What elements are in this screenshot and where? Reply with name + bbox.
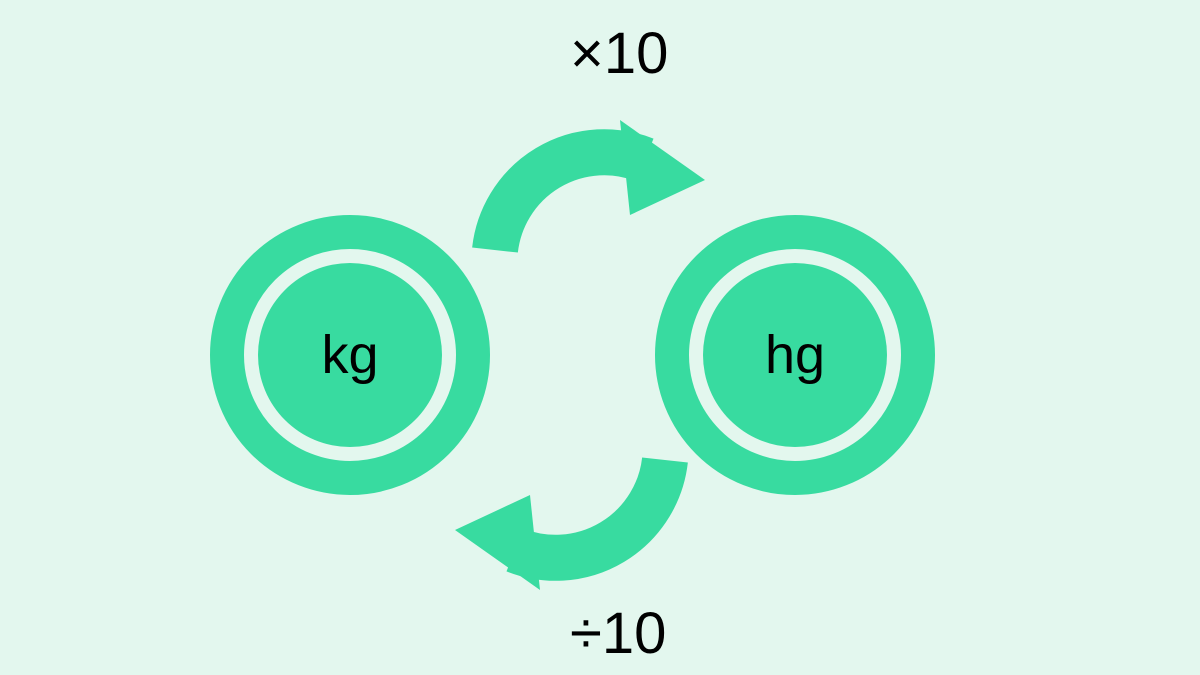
bottom-operation-label: ÷10 — [570, 600, 666, 667]
top-operation-label: ×10 — [570, 20, 668, 87]
bottom-arrow-wrap — [455, 445, 705, 595]
top-arrow-wrap — [455, 115, 705, 265]
right-node-inner-circle: hg — [703, 263, 887, 447]
arrow-right-icon — [455, 115, 705, 265]
diagram-stage: kg hg ×10 ÷10 — [0, 0, 1200, 675]
right-node-label: hg — [765, 328, 825, 382]
arrow-left-icon — [455, 445, 705, 595]
left-node-inner-circle: kg — [258, 263, 442, 447]
left-node-label: kg — [321, 328, 378, 382]
